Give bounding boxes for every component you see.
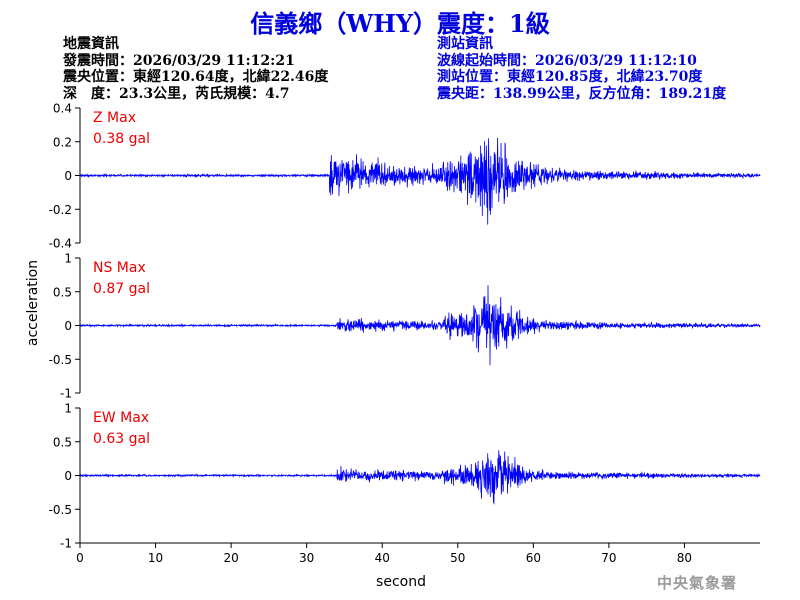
- y-tick-label: 0: [64, 169, 72, 183]
- y-tick-label: 1: [64, 402, 72, 416]
- max-value-label: 0.38 gal: [93, 131, 150, 147]
- page-title: 信義鄉（WHY）震度：1級: [250, 9, 550, 38]
- y-tick-label: 0.4: [53, 102, 72, 116]
- station-info-heading: 測站資訊: [437, 36, 493, 52]
- x-tick-label: 70: [601, 551, 616, 565]
- y-tick-label: -0.5: [49, 503, 72, 517]
- y-tick-label: -1: [60, 387, 72, 401]
- component-label: EW Max: [93, 410, 149, 426]
- x-axis-title: second: [376, 574, 426, 590]
- x-tick-label: 30: [299, 551, 314, 565]
- epicentral-distance: 震央距：138.99公里，反方位角：189.21度: [437, 85, 727, 102]
- y-tick-label: 0.2: [53, 135, 72, 149]
- x-tick-label: 50: [450, 551, 465, 565]
- x-tick-label: 0: [76, 551, 84, 565]
- depth-magnitude: 深 度：23.3公里，芮氏規模：4.7: [63, 85, 290, 102]
- y-tick-label: 0.5: [53, 435, 72, 449]
- station-location: 測站位置：東經120.85度，北緯23.70度: [437, 69, 703, 85]
- y-tick-label: -0.5: [49, 353, 72, 367]
- x-tick-label: 10: [148, 551, 163, 565]
- component-label: NS Max: [93, 260, 146, 276]
- x-tick-label: 40: [375, 551, 390, 565]
- y-tick-label: 0: [64, 469, 72, 483]
- origin-time: 發震時間：2026/03/29 11:12:21: [63, 52, 295, 69]
- agency-name: 中央氣象署: [657, 574, 738, 592]
- earthquake-info: 地震資訊 發震時間：2026/03/29 11:12:21 震央位置：東經120…: [63, 36, 328, 102]
- y-tick-label: -0.2: [49, 203, 72, 217]
- y-tick-label: -0.4: [49, 237, 72, 251]
- earthquake-info-heading: 地震資訊: [63, 36, 119, 52]
- max-value-label: 0.63 gal: [93, 431, 150, 447]
- epicenter-location: 震央位置：東經120.64度，北緯22.46度: [63, 69, 329, 85]
- waveform-trace-2: [79, 285, 761, 366]
- x-tick-label: 60: [526, 551, 541, 565]
- x-tick-label: 80: [677, 551, 692, 565]
- waveform-start-time: 波線起始時間：2026/03/29 11:12:10: [437, 52, 697, 69]
- component-label: Z Max: [93, 110, 136, 126]
- max-value-label: 0.87 gal: [93, 281, 150, 297]
- y-tick-label: 1: [64, 252, 72, 266]
- y-tick-label: 0: [64, 319, 72, 333]
- x-tick-label: 20: [223, 551, 238, 565]
- station-info: 測站資訊 波線起始時間：2026/03/29 11:12:10 測站位置：東經1…: [437, 36, 726, 102]
- waveform-trace-3: [79, 450, 761, 505]
- waveform-trace-1: [79, 137, 761, 225]
- y-tick-label: 0.5: [53, 285, 72, 299]
- y-axis-title: acceleration: [25, 260, 41, 346]
- y-tick-label: -1: [60, 537, 72, 551]
